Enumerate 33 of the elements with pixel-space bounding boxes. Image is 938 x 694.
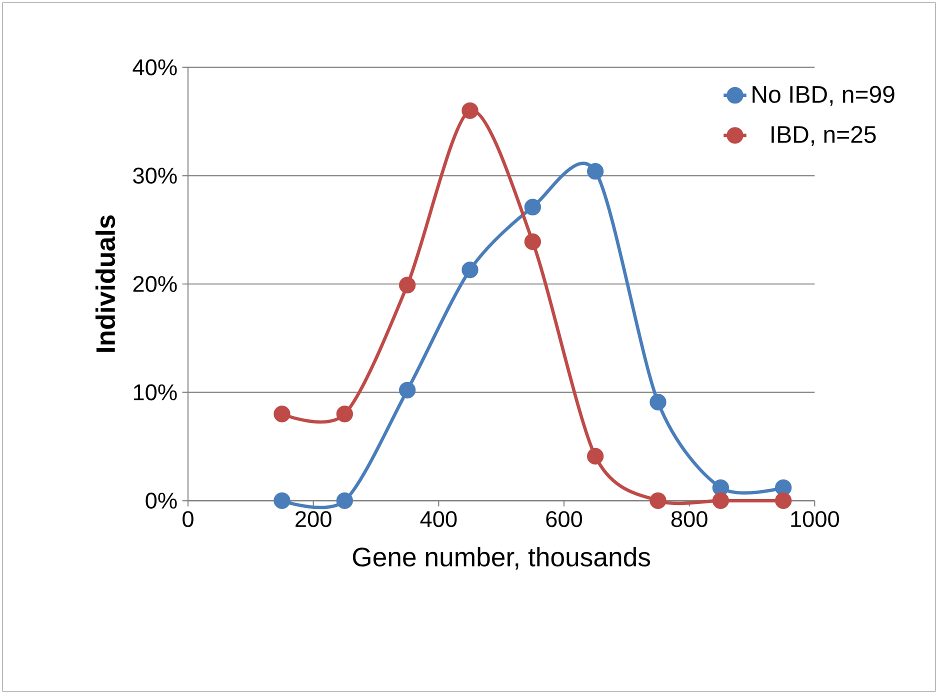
- y-tick-label: 20%: [133, 276, 177, 292]
- point: [587, 162, 604, 180]
- legend-label: No IBD, n=99: [752, 86, 894, 106]
- point: [775, 479, 792, 496]
- point: [336, 492, 354, 510]
- point: [524, 233, 542, 250]
- y-axis-title: Individuals: [96, 215, 116, 352]
- x-axis-title: Gene number, thousands: [352, 546, 650, 570]
- point: [650, 492, 666, 510]
- point: [399, 276, 416, 294]
- y-tick-label: 40%: [132, 59, 177, 76]
- x-tick-label: 600: [546, 511, 582, 528]
- point: [712, 479, 730, 496]
- point: [274, 406, 290, 422]
- point: [462, 102, 478, 120]
- x-tick-label: 400: [420, 511, 457, 528]
- point: [775, 492, 792, 510]
- x-tick-label: 200: [296, 511, 332, 528]
- y-tick-label: 0%: [146, 492, 177, 509]
- legend-label: IBD, n=25: [772, 126, 876, 146]
- x-tick-label: 800: [671, 511, 708, 528]
- y-tick-label: 10%: [134, 384, 177, 400]
- point: [587, 448, 604, 465]
- point: [274, 492, 290, 510]
- point: [336, 406, 354, 422]
- point: [650, 394, 666, 410]
- point: [399, 382, 416, 399]
- point: [524, 198, 542, 216]
- x-tick-label: 0: [182, 511, 194, 528]
- point: [712, 492, 730, 510]
- y-tick-label: 30%: [133, 168, 177, 184]
- point: [462, 262, 478, 278]
- x-tick-label: 1000: [791, 511, 839, 528]
